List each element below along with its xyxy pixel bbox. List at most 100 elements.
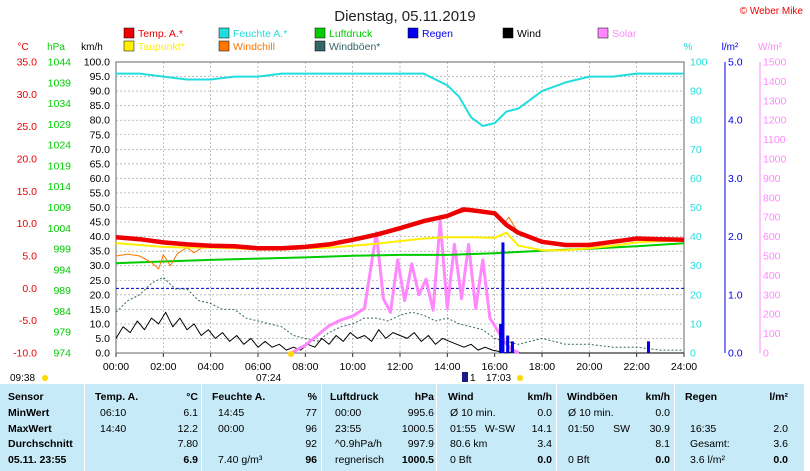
wind-tick-label: 30.0 bbox=[90, 260, 111, 272]
rain-bar bbox=[501, 242, 505, 353]
solar-tick-label: 1500 bbox=[763, 57, 787, 69]
wind-value: 3.4 bbox=[537, 438, 552, 450]
wind-value: 14.1 bbox=[531, 422, 552, 435]
humidity-tick-label: 100 bbox=[690, 57, 708, 69]
pressure-tick-label: 1029 bbox=[48, 119, 72, 131]
pressure-tick-label: 1014 bbox=[48, 181, 72, 193]
temp-tick-label: 20.0 bbox=[17, 154, 38, 166]
humidity-value: 92 bbox=[305, 438, 317, 450]
header-sensor: Sensor bbox=[8, 391, 44, 403]
pressure-tick-label: 984 bbox=[53, 306, 71, 318]
pressure-tick-label: 1039 bbox=[48, 77, 72, 89]
rain-bar bbox=[506, 335, 510, 353]
solar-tick-label: 300 bbox=[763, 289, 781, 301]
header-pressure-unit: hPa bbox=[414, 391, 434, 403]
feuchte-a-line bbox=[116, 72, 684, 127]
x-tick-label: 18:00 bbox=[529, 361, 555, 373]
rain-bar bbox=[647, 341, 650, 353]
legend-swatch bbox=[597, 27, 609, 39]
wind-direction: W-SW bbox=[484, 422, 515, 435]
sunset-marker-icon bbox=[462, 372, 468, 382]
temp-time: 14:40 bbox=[100, 422, 127, 435]
solar-tick-label: 400 bbox=[763, 270, 781, 282]
stats-header-row: Sensor Temp. A. °C Feuchte A.% Luftdruck hPa W… bbox=[0, 390, 804, 405]
sunset-time-label: 17:03 bbox=[486, 373, 511, 384]
rain-time: Gesamt: bbox=[690, 438, 730, 450]
rain-time: 3.6 l/m² bbox=[690, 453, 726, 466]
solar-tick-label: 1000 bbox=[763, 154, 787, 166]
wind-time: Ø 10 min. bbox=[450, 407, 496, 419]
legend-swatch bbox=[218, 40, 230, 52]
wind-tick-label: 25.0 bbox=[90, 275, 111, 287]
pressure-tick-label: 994 bbox=[53, 264, 71, 276]
gust-direction: SW bbox=[613, 422, 630, 435]
rain-tick-label: 2.0 bbox=[728, 231, 743, 243]
gust-value: 8.1 bbox=[655, 438, 670, 450]
legend-swatch bbox=[314, 40, 326, 52]
humidity-tick-label: 0 bbox=[690, 348, 696, 360]
pressure-tick-label: 1019 bbox=[48, 160, 72, 172]
stats-table: Sensor Temp. A. °C Feuchte A.% Luftdruck hPa W… bbox=[0, 384, 804, 471]
pressure-tick-label: 1034 bbox=[48, 98, 72, 110]
wind-tick-label: 90.0 bbox=[90, 86, 111, 98]
humidity-value: 77 bbox=[305, 407, 317, 419]
humidity-tick-label: 20 bbox=[690, 289, 702, 301]
wind-tick-label: 95.0 bbox=[90, 71, 111, 83]
solar-tick-label: 1200 bbox=[763, 115, 787, 127]
rain-time: 16:35 bbox=[690, 422, 717, 435]
wind-tick-label: 55.0 bbox=[90, 187, 111, 199]
gust-value: 0.0 bbox=[655, 453, 670, 466]
column-separator bbox=[84, 384, 85, 471]
temp-value: 12.2 bbox=[177, 422, 198, 435]
x-tick-label: 06:00 bbox=[245, 361, 271, 373]
humidity-tick-label: 10 bbox=[690, 318, 702, 330]
row-label: MinWert bbox=[8, 407, 50, 419]
wind-tick-label: 35.0 bbox=[90, 246, 111, 258]
rain-bar bbox=[510, 341, 514, 353]
temp-tick-label: 0.0 bbox=[22, 283, 37, 295]
humidity-tick-label: 70 bbox=[690, 144, 702, 156]
legend-label: Luftdruck bbox=[329, 28, 373, 40]
wind-tick-label: 70.0 bbox=[90, 144, 111, 156]
header-gust: Windböen bbox=[567, 391, 618, 403]
header-wind: Wind bbox=[448, 391, 474, 403]
sensor-time-label: 09:38 bbox=[10, 373, 35, 384]
humidity-tick-label: 40 bbox=[690, 231, 702, 243]
pressure-tick-label: 974 bbox=[53, 348, 71, 360]
gust-time: 01:50 bbox=[568, 422, 595, 435]
pressure-time: regnerisch bbox=[335, 453, 385, 466]
humidity-tick-label: 80 bbox=[690, 115, 702, 127]
x-tick-label: 00:00 bbox=[103, 361, 129, 373]
pressure-value: 995.6 bbox=[407, 407, 434, 419]
pressure-time: 00:00 bbox=[335, 407, 362, 419]
sensor-marker-icon bbox=[42, 375, 48, 381]
temp-tick-label: 10.0 bbox=[17, 218, 38, 230]
wind-tick-label: 75.0 bbox=[90, 129, 111, 141]
gust-time: Ø 10 min. bbox=[568, 407, 614, 419]
stats-row: MaxWert 14:40 12.2 00:00 96 23:55 1000.5 01:55 W… bbox=[0, 422, 804, 437]
rain-tick-label: 4.0 bbox=[728, 115, 743, 127]
humidity-value: 96 bbox=[305, 422, 317, 435]
wind-tick-label: 50.0 bbox=[90, 202, 111, 214]
wind-axis-unit: km/h bbox=[81, 42, 103, 53]
x-axis: 00:00 02:00 04:00 06:00 08:00 10:00 12:00 14:00… bbox=[103, 353, 697, 373]
wind-value: 0.0 bbox=[537, 453, 552, 466]
pressure-tick-label: 1024 bbox=[48, 140, 72, 152]
legend-swatch bbox=[218, 27, 230, 39]
wind-tick-label: 60.0 bbox=[90, 173, 111, 185]
solar-tick-label: 0 bbox=[763, 348, 769, 360]
wind-tick-label: 5.0 bbox=[95, 333, 110, 345]
row-label: 05.11. 23:55 bbox=[8, 453, 67, 466]
solar-tick-label: 1100 bbox=[763, 134, 786, 146]
pressure-value: 997.9 bbox=[407, 438, 434, 450]
header-temp: Temp. A. bbox=[95, 391, 139, 403]
temp-value: 7.80 bbox=[177, 438, 198, 450]
stats-row: Durchschnitt 7.80 92 ^0.9hPa/h 997.9 80.6 km 3… bbox=[0, 437, 804, 452]
solar-tick-label: 600 bbox=[763, 231, 781, 243]
time-markers: 09:38 07:24 1 17:03 bbox=[10, 351, 523, 384]
header-pressure: Luftdruck bbox=[330, 391, 379, 403]
series-layer bbox=[115, 72, 685, 355]
wind-time: 01:55 bbox=[450, 422, 477, 435]
solar-tick-label: 500 bbox=[763, 251, 781, 263]
legend-label: Regen bbox=[422, 28, 453, 40]
